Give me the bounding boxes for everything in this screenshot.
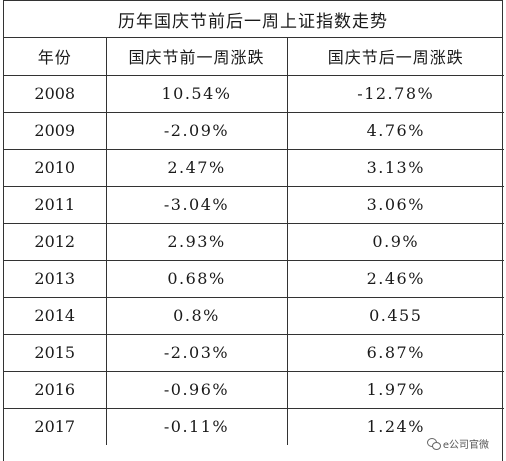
cell-after: 6.87% xyxy=(287,334,504,372)
cell-before: -0.11% xyxy=(106,408,288,445)
table-row: 2008 10.54% -12.78% xyxy=(4,75,504,113)
cell-before: 0.8% xyxy=(106,297,288,335)
cell-before: -0.96% xyxy=(106,371,288,409)
header-before: 国庆节前一周涨跌 xyxy=(106,38,288,76)
table-title: 历年国庆节前后一周上证指数走势 xyxy=(4,0,502,38)
cell-after: 1.97% xyxy=(287,371,504,409)
cell-before: -3.04% xyxy=(106,186,288,224)
cell-year: 2017 xyxy=(4,408,107,445)
watermark: e公司官微 xyxy=(423,435,492,452)
cell-year: 2008 xyxy=(4,75,107,113)
table-row: 2017 -0.11% 1.24% xyxy=(4,408,504,445)
cell-year: 2009 xyxy=(4,112,107,150)
cell-year: 2013 xyxy=(4,260,107,298)
wechat-icon xyxy=(426,438,441,450)
header-after: 国庆节后一周涨跌 xyxy=(287,38,504,76)
table-row: 2011 -3.04% 3.06% xyxy=(4,186,504,224)
header-row: 年份 国庆节前一周涨跌 国庆节后一周涨跌 xyxy=(4,38,504,76)
cell-after: 0.455 xyxy=(287,297,504,335)
cell-after: 3.13% xyxy=(287,149,504,187)
watermark-text: e公司官微 xyxy=(442,440,489,451)
cell-after: 4.76% xyxy=(287,112,504,150)
cell-before: -2.09% xyxy=(106,112,288,150)
cell-year: 2016 xyxy=(4,371,107,409)
index-table-sheet: 历年国庆节前后一周上证指数走势 年份 国庆节前一周涨跌 国庆节后一周涨跌 200… xyxy=(3,0,504,461)
cell-before: 10.54% xyxy=(106,75,288,113)
cell-year: 2010 xyxy=(4,149,107,187)
cell-year: 2014 xyxy=(4,297,107,335)
cell-year: 2015 xyxy=(4,334,107,372)
cell-year: 2011 xyxy=(4,186,107,224)
table-row: 2014 0.8% 0.455 xyxy=(4,297,504,335)
header-year: 年份 xyxy=(4,38,107,76)
cell-after: 3.06% xyxy=(287,186,504,224)
index-table: 年份 国庆节前一周涨跌 国庆节后一周涨跌 2008 10.54% -12.78%… xyxy=(4,38,504,445)
cell-after: 0.9% xyxy=(287,223,504,261)
table-row: 2010 2.47% 3.13% xyxy=(4,149,504,187)
table-row: 2016 -0.96% 1.97% xyxy=(4,371,504,409)
cell-before: -2.03% xyxy=(106,334,288,372)
cell-before: 2.47% xyxy=(106,149,288,187)
cell-year: 2012 xyxy=(4,223,107,261)
cell-before: 0.68% xyxy=(106,260,288,298)
cell-before: 2.93% xyxy=(106,223,288,261)
cell-after: 2.46% xyxy=(287,260,504,298)
table-row: 2015 -2.03% 6.87% xyxy=(4,334,504,372)
cell-after: 1.24% xyxy=(366,417,425,437)
cell-after: -12.78% xyxy=(287,75,504,113)
table-row: 2013 0.68% 2.46% xyxy=(4,260,504,298)
table-row: 2012 2.93% 0.9% xyxy=(4,223,504,261)
table-row: 2009 -2.09% 4.76% xyxy=(4,112,504,150)
